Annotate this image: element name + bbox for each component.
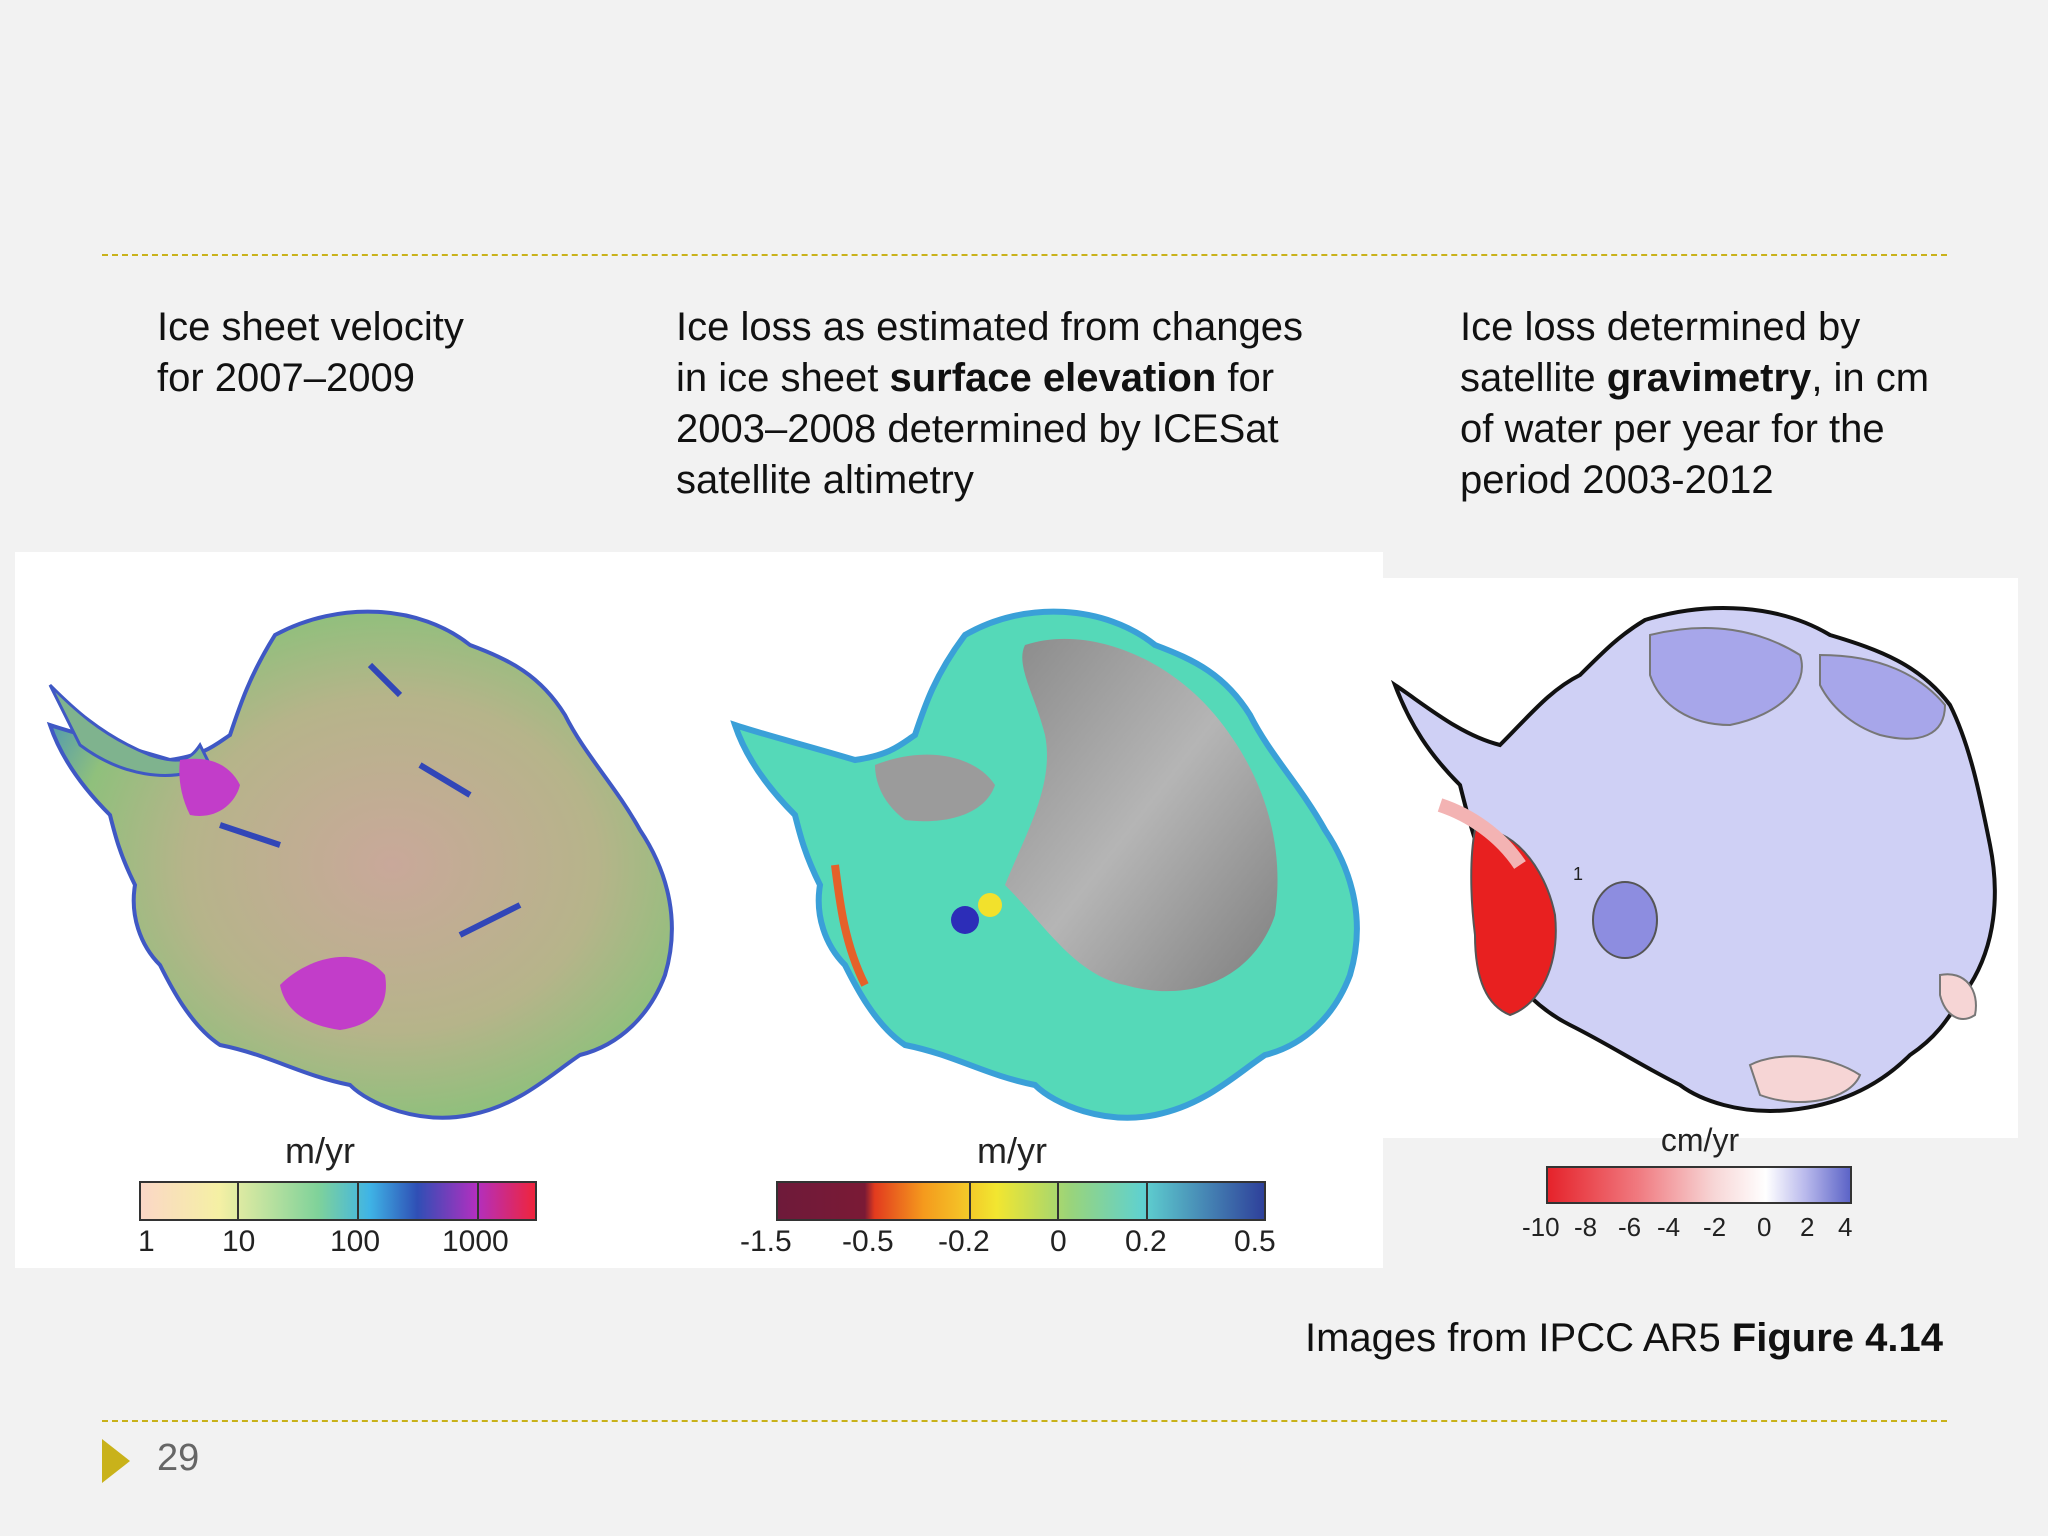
velocity-tick-label: 10 [222,1225,256,1258]
gravimetry-tick-label: -8 [1574,1212,1598,1242]
velocity-colorbar-title: m/yr [285,1130,355,1171]
elevation-map-image [730,608,1360,1121]
elevation-loss-hotspot [951,906,979,934]
gravimetry-gain-north [1649,626,1803,727]
gravimetry-gain-center [1592,881,1658,959]
velocity-colorbar [139,1181,537,1221]
caption-gravimetry: Ice loss determined by satellite gravime… [1460,305,1930,502]
bottom-divider [102,1420,1947,1422]
gravimetry-pink-southeast [1748,1055,1862,1103]
west-antarctica-grey [875,754,995,822]
velocity-tick-label: 1 [138,1225,155,1258]
ross-ice-shelf [280,956,386,1030]
gravimetry-tick-label: -4 [1657,1212,1681,1242]
antarctica-velocity-shape [46,609,674,1120]
elevation-tick-label: 0 [1050,1225,1067,1258]
velocity-tick-label: 100 [330,1225,381,1258]
gravimetry-tick-label: -2 [1703,1212,1727,1242]
elevation-tick-label: -0.2 [938,1225,990,1258]
gravimetry-loss-coast [1437,798,1526,869]
elevation-colorbar-title: m/yr [977,1130,1047,1171]
gravimetry-contour-label: 1 [1573,864,1583,884]
gravimetry-colorbar [1546,1166,1852,1204]
bullet-arrow-icon [102,1439,130,1483]
page-number: 29 [157,1437,200,1479]
gravimetry-tick-label: -10 [1522,1212,1560,1242]
gravimetry-colorbar-title: cm/yr [1660,1122,1740,1158]
elevation-tick-label: -1.5 [740,1225,792,1258]
gravimetry-tick-label: -6 [1618,1212,1642,1242]
elevation-tick-label: 0.2 [1125,1225,1167,1258]
elevation-tick-label: 0.5 [1234,1225,1276,1258]
image-credit: Images from IPCC AR5 Figure 4.14 [1305,1316,1943,1360]
elevation-colorbar [776,1181,1266,1221]
elevation-tick-label: -0.5 [842,1225,894,1258]
gravimetry-tick-label: 0 [1757,1212,1772,1242]
gravimetry-pink-east [1939,973,1977,1020]
antarctica-gravimetry-shape [1390,606,1997,1113]
velocity-map-image [46,609,674,1120]
gravimetry-map-image: 1 [1390,606,1997,1113]
caption-elevation: Ice loss as estimated from changes in ic… [676,305,1303,502]
elevation-gain-patch [978,893,1002,917]
caption-velocity: Ice sheet velocity for 2007–2009 [157,305,464,400]
gravimetry-loss-amundsen [1470,828,1557,1017]
gravimetry-tick-label: 4 [1838,1212,1853,1242]
ronne-ice-shelf [179,758,240,816]
top-divider [102,254,1947,256]
gravimetry-tick-label: 2 [1800,1212,1815,1242]
gravimetry-gain-northeast [1819,653,1947,740]
east-antarctica-grey [1005,638,1278,992]
elevation-coastal-loss [831,864,869,987]
velocity-glacier-streams [219,662,522,938]
velocity-tick-label: 1000 [442,1225,509,1258]
